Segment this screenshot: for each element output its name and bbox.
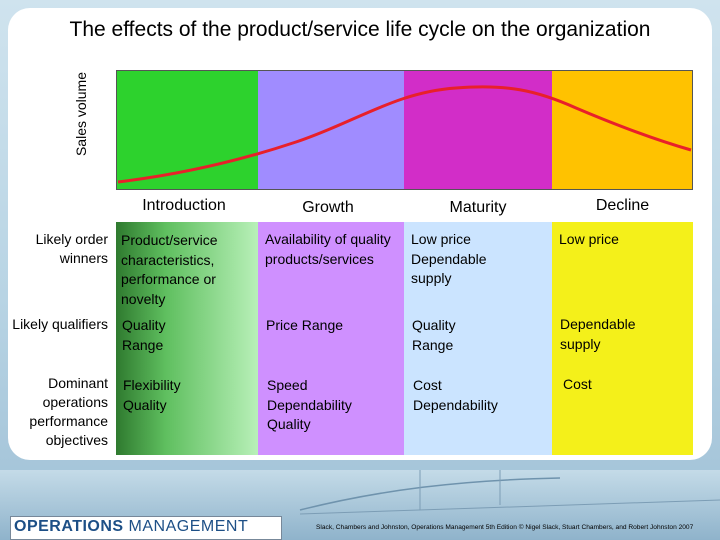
cell-qualifiers-decline: Dependable supply bbox=[560, 316, 636, 352]
decline-chart-band bbox=[552, 70, 693, 190]
decline-header-bg bbox=[552, 190, 693, 222]
cell-qualifiers-growth: Price Range bbox=[266, 317, 344, 333]
y-axis-label: Sales volume bbox=[73, 71, 89, 157]
cell-objectives-decline: Cost bbox=[563, 376, 592, 392]
stage-header-growth: Growth bbox=[302, 199, 354, 216]
chart-frame bbox=[116, 70, 693, 190]
cell-objectives-maturity: Cost Dependability bbox=[413, 377, 498, 413]
brand-logo: OPERATIONS MANAGEMENT bbox=[14, 518, 249, 535]
cell-qualifiers-introduction: Quality Range bbox=[122, 317, 166, 353]
row-label-performance-objectives: Dominant operations performance objectiv… bbox=[29, 375, 108, 448]
introduction-header-bg bbox=[116, 190, 258, 222]
cell-order-winners-decline: Low price bbox=[559, 231, 619, 247]
cell-objectives-growth: Speed Dependability Quality bbox=[267, 377, 352, 432]
cell-order-winners-introduction: Product/service characteristics, perform… bbox=[121, 232, 218, 307]
slide-title: The effects of the product/service life … bbox=[69, 18, 651, 41]
growth-header-bg bbox=[258, 190, 404, 222]
cell-objectives-introduction: Flexibility Quality bbox=[123, 377, 181, 413]
cell-order-winners-growth: Availability of quality products/service… bbox=[265, 231, 391, 267]
cell-order-winners-maturity: Low price Dependable supply bbox=[411, 231, 487, 286]
stage-header-introduction: Introduction bbox=[142, 197, 226, 214]
copyright-credit: Slack, Chambers and Johnston, Operations… bbox=[316, 524, 694, 531]
stage-header-maturity: Maturity bbox=[449, 199, 507, 216]
maturity-header-bg bbox=[404, 190, 552, 222]
row-label-order-winners: Likely order winners bbox=[35, 231, 108, 266]
cell-qualifiers-maturity: Quality Range bbox=[412, 317, 456, 353]
stage-header-decline: Decline bbox=[595, 197, 650, 214]
sales-volume-curve bbox=[117, 85, 692, 184]
row-label-qualifiers: Likely qualifiers bbox=[12, 316, 108, 332]
